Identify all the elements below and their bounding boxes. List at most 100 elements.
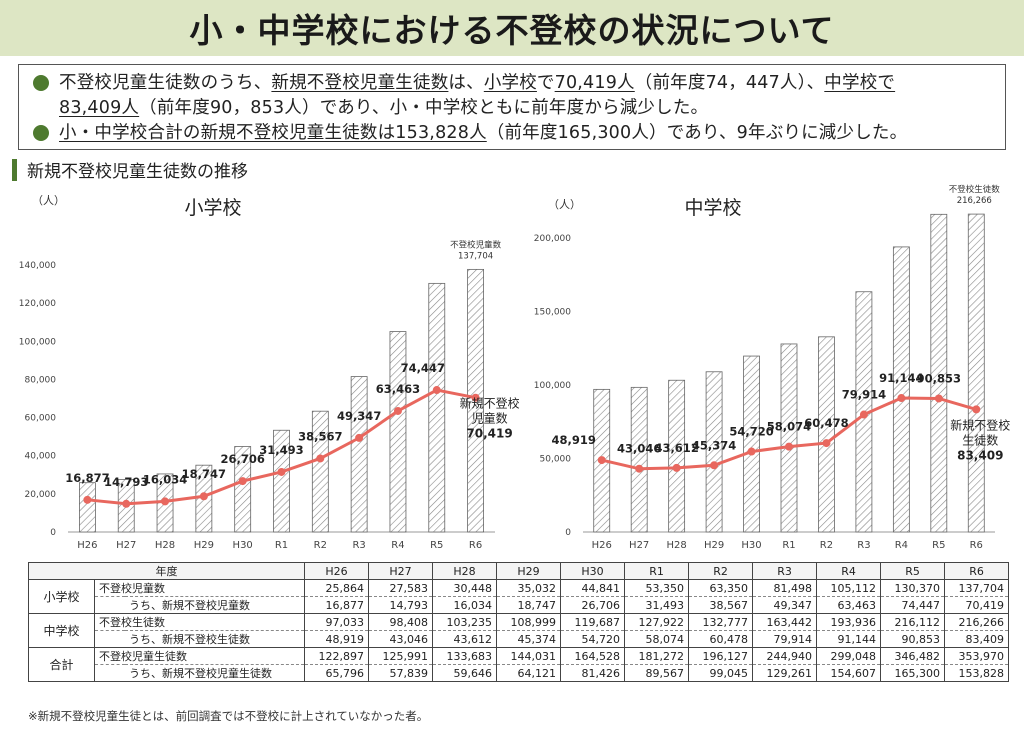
table-cell: 125,991 — [368, 647, 434, 665]
summary-text: （前年度165,300人）であり、9年ぶりに減少した。 — [486, 123, 908, 143]
table-cell: 99,045 — [688, 664, 754, 682]
bar-series-label: 不登校生徒数 — [949, 184, 1001, 195]
data-label: 58,074 — [767, 420, 811, 434]
table-cell: 244,940 — [752, 647, 818, 665]
summary-line-1: 不登校児童生徒数のうち、新規不登校児童生徒数は、小学校で70,419人（前年度7… — [31, 71, 995, 96]
table-group-cell: 合計 — [28, 647, 95, 682]
table-cell: 193,936 — [816, 613, 882, 631]
x-tick-label: R2 — [820, 540, 833, 551]
table-cell: 353,970 — [944, 647, 1010, 665]
table-cell: 181,272 — [624, 647, 690, 665]
y-axis-unit: （人） — [32, 194, 65, 207]
table-cell: 164,528 — [560, 647, 626, 665]
x-tick-label: R6 — [469, 540, 482, 551]
table-cell: 60,478 — [688, 630, 754, 648]
table-cell: 45,374 — [496, 630, 562, 648]
end-series-label: 新規不登校 — [950, 417, 1010, 432]
data-label: 31,493 — [259, 443, 303, 457]
table-cell: 132,777 — [688, 613, 754, 631]
y-tick-label: 60,000 — [25, 414, 57, 424]
bullet-icon — [33, 75, 49, 91]
y-tick-label: 0 — [565, 528, 571, 538]
table-cell: 26,706 — [560, 596, 626, 614]
y-tick-label: 20,000 — [25, 490, 57, 500]
table-cell: 81,498 — [752, 579, 818, 597]
x-tick-label: R1 — [275, 540, 288, 551]
table-cell: 122,897 — [304, 647, 370, 665]
summary-text: で — [536, 73, 555, 93]
bullet-icon — [33, 125, 49, 141]
x-tick-label: H26 — [592, 540, 612, 551]
end-series-label: 70,419 — [466, 427, 512, 441]
x-tick-label: H28 — [155, 540, 175, 551]
table-cell: 38,567 — [688, 596, 754, 614]
line-point — [161, 497, 170, 506]
table-cell: 153,828 — [944, 664, 1010, 682]
y-axis-unit: （人） — [548, 198, 581, 211]
junior-high-chart: 中学校 （人） 0 50,000 100,000 150,000 200,000 H26 H27… — [534, 184, 1010, 551]
line-point — [471, 393, 480, 402]
table-cell: 16,877 — [304, 596, 370, 614]
table-cell: 63,463 — [816, 596, 882, 614]
section-heading: 新規不登校児童生徒数の推移 — [12, 157, 248, 182]
footnote: ※新規不登校児童生徒とは、前回調査では不登校に計上されていなかった者。 — [28, 709, 429, 723]
x-tick-label: H30 — [741, 540, 761, 551]
summary-line-2: 83,409人（前年度90，853人）であり、小・中学校ともに前年度から減少した… — [31, 96, 995, 121]
table-cell: 74,447 — [880, 596, 946, 614]
bar — [705, 371, 723, 533]
x-tick-label: H27 — [629, 540, 649, 551]
table-cell: 59,646 — [432, 664, 498, 682]
table-group-cell: 中学校 — [28, 613, 95, 648]
table-cell: 65,796 — [304, 664, 370, 682]
x-tick-label: R6 — [970, 540, 983, 551]
table-cell: 70,419 — [944, 596, 1010, 614]
data-label: 49,347 — [337, 409, 381, 423]
table-row: 小学校 不登校児童数 25,864 27,583 30,448 35,032 44,841 5… — [28, 579, 1010, 614]
x-tick-label: R4 — [391, 540, 404, 551]
table-header-cell: H27 — [368, 562, 434, 580]
data-label: 79,914 — [842, 388, 886, 402]
table-cell: 49,347 — [752, 596, 818, 614]
line-point — [710, 461, 719, 470]
bar-value-label: 216,266 — [957, 196, 992, 206]
bar — [930, 213, 948, 533]
end-series-label: 新規不登校 — [460, 396, 520, 411]
table-row: うち、新規不登校児童生徒数 65,796 57,839 59,646 64,121 81,… — [29, 664, 1010, 682]
table-header-cell: H30 — [560, 562, 626, 580]
line-point — [859, 410, 868, 419]
table-cell: 57,839 — [368, 664, 434, 682]
table-cell: 299,048 — [816, 647, 882, 665]
section-title: 新規不登校児童生徒数の推移 — [27, 162, 248, 182]
title-bar: 小・中学校における不登校の状況について — [0, 0, 1024, 56]
data-label: 16,034 — [143, 472, 187, 486]
y-tick-label: 100,000 — [534, 381, 571, 391]
table-row-label: 不登校児童生徒数 — [93, 647, 306, 665]
x-tick-label: R3 — [352, 540, 365, 551]
line-point — [83, 495, 92, 504]
line-point — [393, 406, 402, 415]
bar — [780, 343, 798, 533]
page-title: 小・中学校における不登校の状況について — [189, 11, 835, 50]
line-point — [822, 439, 831, 448]
bar — [273, 429, 290, 533]
data-label: 43,612 — [654, 441, 698, 455]
table-cell: 165,300 — [880, 664, 946, 682]
table-header-cell: R3 — [752, 562, 818, 580]
table-cell: 98,408 — [368, 613, 434, 631]
data-label: 16,877 — [65, 471, 109, 485]
line-point — [672, 463, 681, 472]
end-series-label: 生徒数 — [962, 432, 998, 447]
bar — [79, 482, 96, 533]
summary-highlight: 小・中学校合計の新規不登校児童生徒数は153,828人 — [59, 123, 487, 143]
table-cell: 119,687 — [560, 613, 626, 631]
charts-area: 小学校 （人） 0 20,000 40,000 60,000 80,000 100,000 12… — [19, 184, 1010, 551]
x-tick-label: R3 — [857, 540, 870, 551]
table-cell: 105,112 — [816, 579, 882, 597]
table-cell: 25,864 — [304, 579, 370, 597]
y-tick-label: 120,000 — [19, 299, 56, 309]
table-cell: 35,032 — [496, 579, 562, 597]
table-header-cell: R5 — [880, 562, 946, 580]
y-tick-label: 0 — [50, 528, 56, 538]
table-cell: 43,046 — [368, 630, 434, 648]
line-point — [277, 467, 286, 476]
